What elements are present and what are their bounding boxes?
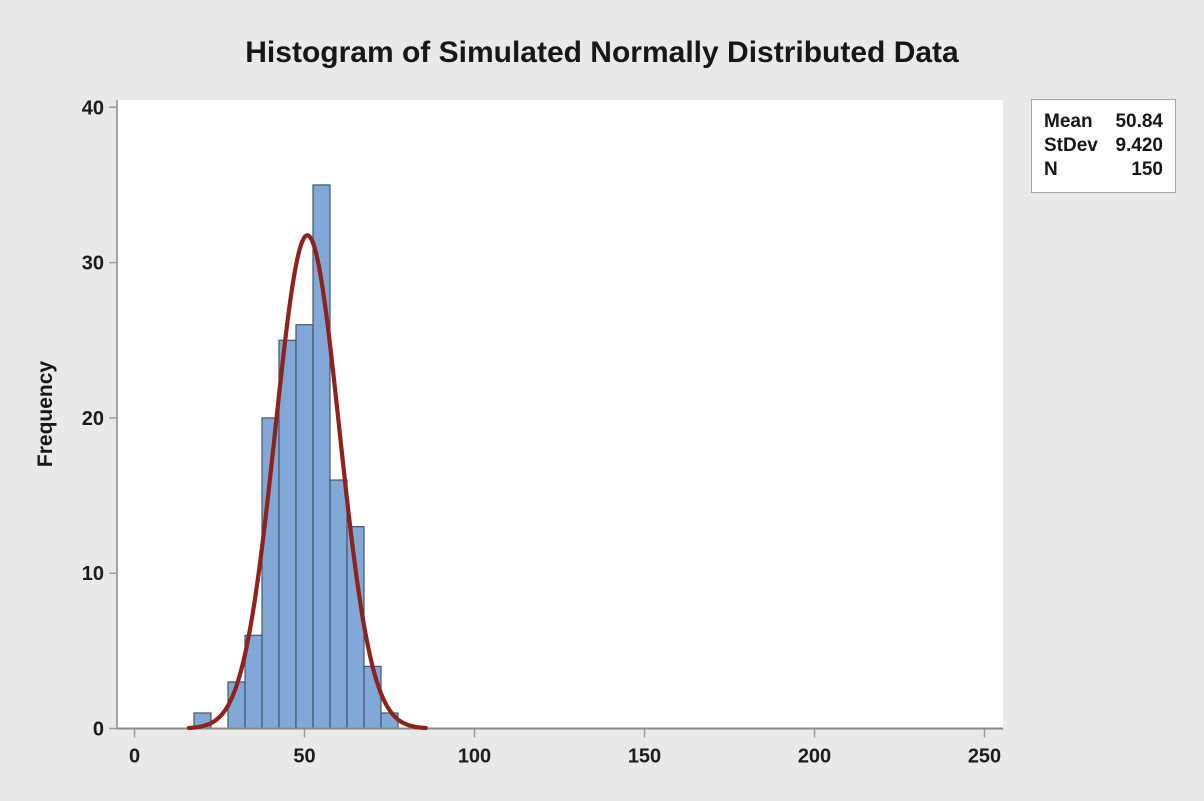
histogram-bar bbox=[363, 665, 382, 730]
x-tick-label: 50 bbox=[293, 746, 315, 768]
y-tick-label: 10 bbox=[82, 563, 104, 585]
chart-title: Histogram of Simulated Normally Distribu… bbox=[245, 36, 959, 69]
legend-box: Mean 50.84 StDev 9.420 N 150 bbox=[1031, 99, 1176, 193]
histogram-bar bbox=[312, 184, 331, 730]
y-tick-label: 40 bbox=[82, 97, 104, 119]
legend-value-n: 150 bbox=[1131, 159, 1163, 180]
legend-row-n: N 150 bbox=[1044, 158, 1163, 182]
x-tick-label: 100 bbox=[458, 746, 491, 768]
histogram-bar bbox=[295, 324, 314, 730]
y-tick-label: 0 bbox=[93, 719, 104, 741]
y-tick-label: 20 bbox=[82, 408, 104, 430]
legend-label-mean: Mean bbox=[1044, 111, 1093, 132]
x-tick-label: 150 bbox=[628, 746, 661, 768]
legend-row-stdev: StDev 9.420 bbox=[1044, 134, 1163, 158]
legend-label-n: N bbox=[1044, 159, 1058, 180]
legend-row-mean: Mean 50.84 bbox=[1044, 110, 1163, 134]
y-tick-label: 30 bbox=[82, 253, 104, 275]
normal-curve bbox=[186, 233, 428, 731]
x-tick-label: 200 bbox=[798, 746, 831, 768]
legend-value-stdev: 9.420 bbox=[1115, 135, 1163, 156]
histogram-bar bbox=[329, 479, 348, 730]
legend-label-stdev: StDev bbox=[1044, 135, 1098, 156]
x-tick-label: 0 bbox=[129, 746, 140, 768]
legend-value-mean: 50.84 bbox=[1115, 111, 1163, 132]
histogram-bar bbox=[278, 339, 297, 730]
x-tick-label: 250 bbox=[968, 746, 1001, 768]
